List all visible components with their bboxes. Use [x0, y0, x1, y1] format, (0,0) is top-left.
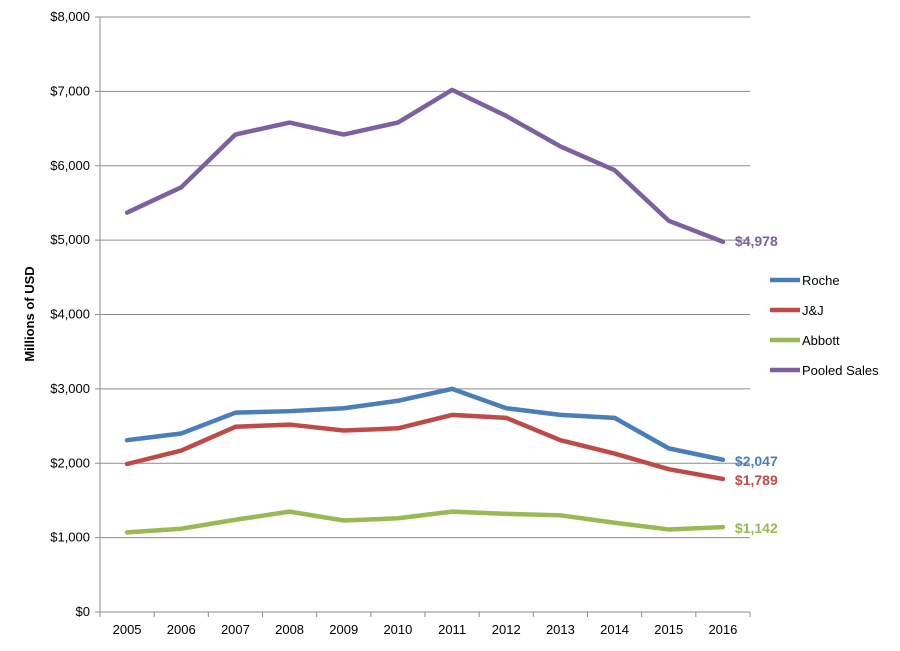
end-value-label: $1,142 — [735, 520, 778, 536]
y-tick-label: $2,000 — [50, 455, 90, 470]
end-value-labels: $2,047 $1,789 $1,142 $4,978 — [735, 233, 778, 536]
x-tick-label: 2008 — [275, 622, 304, 637]
x-tick-label: 2006 — [167, 622, 196, 637]
legend-label: Abbott — [802, 333, 840, 348]
y-tick-label: $6,000 — [50, 158, 90, 173]
grid-lines — [100, 16, 750, 539]
x-tick-label: 2013 — [546, 622, 575, 637]
y-tick-labels: $0 $1,000 $2,000 $3,000 $4,000 $5,000 $6,000 $7… — [50, 9, 90, 619]
x-tick-label: 2016 — [708, 622, 737, 637]
y-tick-label: $4,000 — [50, 307, 90, 322]
series-line-j-j — [124, 412, 726, 482]
end-value-label: $2,047 — [735, 453, 778, 469]
y-tick-label: $1,000 — [50, 530, 90, 545]
y-tick-label: $5,000 — [50, 232, 90, 247]
x-tick-label: 2007 — [221, 622, 250, 637]
y-tick-label: $8,000 — [50, 9, 90, 24]
x-tick-label: 2012 — [492, 622, 521, 637]
series-line-pooled-sales — [124, 87, 726, 245]
legend-label: Pooled Sales — [802, 363, 879, 378]
series-line-abbott — [124, 509, 726, 535]
end-value-label: $1,789 — [735, 472, 778, 488]
axes — [95, 16, 751, 617]
x-tick-label: 2005 — [113, 622, 142, 637]
x-tick-label: 2009 — [329, 622, 358, 637]
x-tick-label: 2015 — [654, 622, 683, 637]
x-tick-label: 2010 — [383, 622, 412, 637]
y-axis-title: Millions of USD — [22, 266, 37, 361]
x-tick-label: 2011 — [438, 622, 466, 637]
series-line-roche — [124, 386, 726, 463]
y-tick-label: $3,000 — [50, 381, 90, 396]
legend-label: J&J — [802, 303, 824, 318]
y-tick-label: $7,000 — [50, 83, 90, 98]
end-value-label: $4,978 — [735, 233, 778, 249]
series-lines — [124, 87, 726, 535]
x-tick-label: 2014 — [600, 622, 629, 637]
legend-label: Roche — [802, 273, 840, 288]
legend: Roche J&J Abbott Pooled Sales — [770, 273, 879, 378]
y-tick-label: $0 — [76, 604, 90, 619]
x-tick-labels: 2005 2006 2007 2008 2009 2010 2011 2012 2013 2014… — [113, 622, 738, 637]
